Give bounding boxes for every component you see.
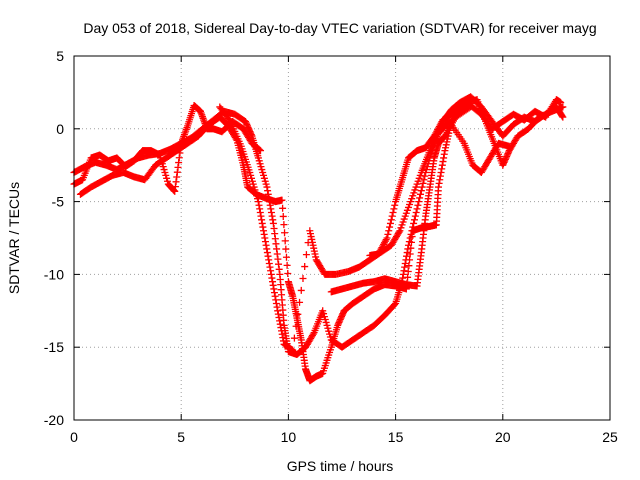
data-point <box>389 209 397 217</box>
data-point <box>395 228 403 236</box>
data-point <box>282 245 290 253</box>
x-tick-label: 5 <box>177 429 185 445</box>
data-point <box>278 196 286 204</box>
data-point <box>419 179 427 187</box>
axis-ticks: 0 5 10 15 20 25 5 0 -5 -10 -15 -20 <box>44 48 618 445</box>
data-point <box>421 172 429 180</box>
data-point <box>386 223 394 231</box>
x-tick-label: 10 <box>281 429 297 445</box>
data-point <box>384 230 392 238</box>
data-point <box>559 113 567 121</box>
data-point <box>559 103 567 111</box>
data-point <box>281 229 289 237</box>
data-point <box>383 234 391 242</box>
data-point <box>416 190 424 198</box>
data-point <box>299 274 307 282</box>
data-point <box>280 221 288 229</box>
data-point <box>283 261 291 269</box>
data-point <box>385 227 393 235</box>
x-axis-label: GPS time / hours <box>287 458 394 474</box>
data-point <box>279 212 287 220</box>
data-point <box>256 146 264 154</box>
data-point <box>257 147 265 155</box>
y-axis-label: SDTVAR / TECUs <box>6 182 22 294</box>
data-point <box>557 99 565 107</box>
plot-frame <box>73 55 611 421</box>
data-point <box>388 212 396 220</box>
data-point <box>413 205 421 213</box>
data-point <box>301 263 309 271</box>
y-tick-label: -10 <box>44 266 64 282</box>
data-point <box>296 298 304 306</box>
data-point <box>410 219 418 227</box>
data-point <box>420 176 428 184</box>
x-tick-label: 0 <box>70 429 78 445</box>
data-point <box>279 204 287 212</box>
data-point <box>505 142 513 150</box>
data-point <box>417 187 425 195</box>
data-point <box>292 322 300 330</box>
data-point <box>415 198 423 206</box>
x-tick-label: 25 <box>602 429 618 445</box>
data-point <box>418 183 426 191</box>
data-point <box>297 286 305 294</box>
y-tick-label: -5 <box>52 194 65 210</box>
series-track-3 <box>216 103 513 354</box>
y-tick-label: -20 <box>44 412 64 428</box>
y-tick-label: 0 <box>56 121 64 137</box>
data-point <box>411 212 419 220</box>
data-point <box>391 201 399 209</box>
y-tick-label: 5 <box>56 48 64 64</box>
grid <box>74 56 610 420</box>
data-point <box>414 201 422 209</box>
series-track-6 <box>70 102 265 195</box>
data-point <box>309 330 317 338</box>
data-point <box>294 310 302 318</box>
data-point <box>289 346 297 354</box>
data-point <box>290 334 298 342</box>
series-track-4 <box>327 103 475 296</box>
data-point <box>412 209 420 217</box>
x-tick-label: 20 <box>495 429 511 445</box>
data-point <box>284 270 292 278</box>
y-tick-label: -15 <box>44 339 64 355</box>
data-point <box>387 216 395 224</box>
data-point <box>416 194 424 202</box>
data-point <box>410 216 418 224</box>
data-point <box>382 236 390 244</box>
data-point <box>386 219 394 227</box>
series-track-5 <box>366 96 565 259</box>
chart-title: Day 053 of 2018, Sidereal Day-to-day VTE… <box>83 20 596 36</box>
data-point <box>390 205 398 213</box>
series-track-2 <box>76 96 567 385</box>
data-point <box>282 253 290 261</box>
data-point <box>281 237 289 245</box>
x-tick-label: 15 <box>388 429 404 445</box>
data-points <box>70 93 567 385</box>
data-point <box>302 251 310 259</box>
